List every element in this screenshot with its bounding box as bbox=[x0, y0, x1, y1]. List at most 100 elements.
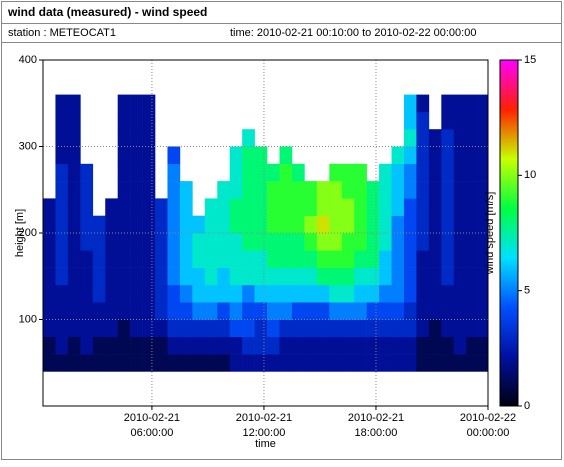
heat-cell bbox=[254, 319, 268, 338]
heat-cell bbox=[204, 302, 218, 320]
heat-cell bbox=[379, 354, 392, 372]
heat-cell bbox=[316, 319, 330, 338]
heat-cell bbox=[254, 336, 268, 355]
heat-cell bbox=[229, 267, 243, 286]
heat-cell bbox=[229, 233, 243, 251]
heat-cell bbox=[341, 354, 355, 372]
heat-cell bbox=[142, 354, 156, 372]
heat-cell bbox=[92, 284, 106, 303]
station: station : METEOCAT1 bbox=[8, 27, 116, 39]
heat-cell bbox=[428, 336, 442, 355]
heat-cell bbox=[279, 302, 293, 320]
heat-cell bbox=[379, 267, 392, 286]
heat-cell bbox=[254, 354, 268, 372]
heat-cell bbox=[291, 354, 305, 372]
heat-cell bbox=[254, 181, 268, 199]
heat-cell bbox=[92, 319, 106, 338]
heat-cell bbox=[441, 302, 455, 320]
heat-cell bbox=[279, 181, 293, 199]
heat-cell bbox=[80, 181, 94, 199]
heat-cell bbox=[155, 267, 168, 286]
heat-cell bbox=[428, 198, 442, 216]
heat-cell bbox=[80, 336, 94, 355]
heat-cell bbox=[366, 284, 380, 303]
heat-cell bbox=[192, 233, 206, 251]
heat-cell bbox=[379, 181, 392, 199]
heat-cell bbox=[453, 181, 467, 199]
heat-cell bbox=[304, 354, 318, 372]
heat-cell bbox=[428, 146, 442, 165]
heat-cell bbox=[428, 163, 442, 182]
heat-cell bbox=[55, 354, 69, 372]
heat-cell bbox=[354, 250, 367, 268]
heat-cell bbox=[267, 215, 280, 234]
heat-cell bbox=[453, 94, 467, 113]
heat-cell bbox=[142, 215, 156, 234]
heat-cell bbox=[329, 302, 343, 320]
heat-cell bbox=[391, 336, 405, 355]
heat-cell bbox=[329, 163, 343, 182]
heat-cell bbox=[478, 319, 489, 338]
heat-cell bbox=[217, 336, 231, 355]
heat-cell bbox=[391, 267, 405, 286]
heat-cell bbox=[354, 215, 367, 234]
heat-cell bbox=[304, 233, 318, 251]
heat-cell bbox=[254, 163, 268, 182]
heat-cell bbox=[117, 163, 131, 182]
heat-cell bbox=[441, 319, 455, 338]
heat-cell bbox=[242, 129, 255, 147]
x-tick-label: 2010-02-21 18:00:00 bbox=[348, 412, 404, 439]
colorbar-label: wind speed [m/s] bbox=[484, 192, 496, 276]
heat-cell bbox=[105, 250, 118, 268]
heat-cell bbox=[105, 336, 118, 355]
y-tick-label: 200 bbox=[19, 227, 37, 239]
heat-cell bbox=[192, 284, 206, 303]
heat-cell bbox=[80, 198, 94, 216]
heat-cell bbox=[403, 215, 417, 234]
heat-cell bbox=[43, 233, 56, 251]
heat-cell bbox=[366, 302, 380, 320]
heat-cell bbox=[217, 284, 231, 303]
heat-cell bbox=[217, 302, 231, 320]
heat-cell bbox=[117, 111, 131, 130]
heat-cell bbox=[478, 94, 489, 113]
heat-cell bbox=[117, 250, 131, 268]
heat-cell bbox=[142, 267, 156, 286]
heat-cell bbox=[142, 181, 156, 199]
heat-cell bbox=[217, 319, 231, 338]
heat-cell bbox=[55, 250, 69, 268]
heat-cell bbox=[229, 181, 243, 199]
heat-cell bbox=[478, 111, 489, 130]
heat-cell bbox=[441, 198, 455, 216]
heat-cell bbox=[354, 198, 367, 216]
heat-cell bbox=[267, 319, 280, 338]
heat-cell bbox=[167, 250, 181, 268]
heat-cell bbox=[329, 215, 343, 234]
heat-cell bbox=[478, 129, 489, 147]
heat-cell bbox=[80, 215, 94, 234]
heat-cell bbox=[179, 336, 193, 355]
heat-cell bbox=[43, 336, 56, 355]
heat-cell bbox=[329, 284, 343, 303]
heat-cell bbox=[291, 267, 305, 286]
heat-cell bbox=[43, 354, 56, 372]
heat-cell bbox=[316, 233, 330, 251]
heat-cell bbox=[105, 267, 118, 286]
heat-cell bbox=[267, 250, 280, 268]
heat-cell bbox=[416, 336, 430, 355]
heat-cell bbox=[304, 302, 318, 320]
heat-cell bbox=[416, 354, 430, 372]
heat-cell bbox=[403, 336, 417, 355]
heat-cell bbox=[242, 146, 255, 165]
heat-cell bbox=[117, 94, 131, 113]
heat-cell bbox=[80, 163, 94, 182]
heat-cell bbox=[416, 94, 430, 113]
heat-cell bbox=[43, 319, 56, 338]
heat-cell bbox=[291, 336, 305, 355]
heat-cell bbox=[80, 267, 94, 286]
heat-cell bbox=[55, 215, 69, 234]
heat-cell bbox=[403, 111, 417, 130]
heat-cell bbox=[179, 215, 193, 234]
heat-cell bbox=[117, 319, 131, 338]
